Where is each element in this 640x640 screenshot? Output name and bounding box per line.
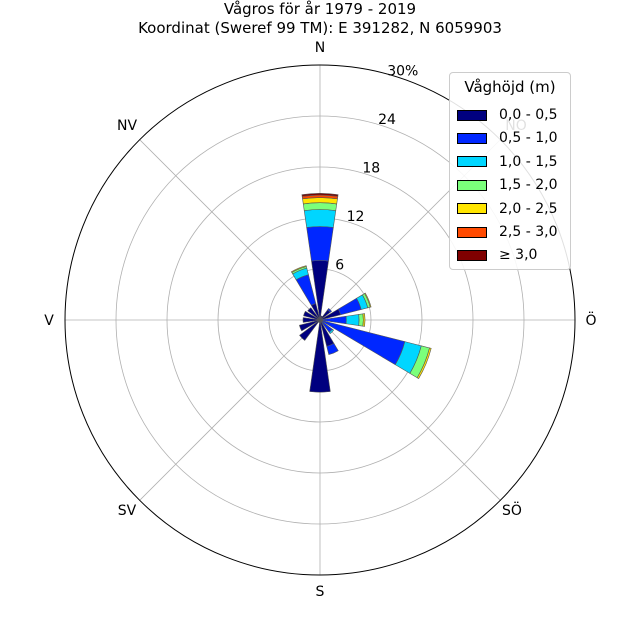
legend-item-5: 2,0 - 2,5 xyxy=(457,200,557,218)
grid-spoke xyxy=(139,319,321,501)
bar-segment-2-dir-5 xyxy=(321,320,406,366)
bar-segment-3-dir-16 xyxy=(303,209,337,228)
bar-segment-5-dir-4 xyxy=(362,313,366,327)
bar-segment-1-dir-11 xyxy=(299,319,321,332)
bar-segment-1-dir-16 xyxy=(311,260,329,321)
grid-spoke xyxy=(319,319,501,501)
bar-segment-2-dir-16 xyxy=(306,226,334,262)
legend-label-7: ≥ 3,0 xyxy=(499,247,538,264)
direction-label-sö: SÖ xyxy=(502,501,522,519)
bar-segment-3-dir-6 xyxy=(328,328,335,335)
bar-segment-7-dir-16 xyxy=(301,193,339,197)
legend-item-2: 0,5 - 1,0 xyxy=(457,129,557,147)
bar-segment-5-dir-3 xyxy=(364,292,372,308)
direction-label-s: S xyxy=(316,584,325,600)
bar-segment-1-dir-13 xyxy=(303,310,321,321)
legend-swatch-4 xyxy=(457,179,487,191)
legend-label-4: 1,5 - 2,0 xyxy=(499,177,558,194)
direction-label-ö: Ö xyxy=(585,311,596,329)
legend: Våghöjd (m) 0,0 - 0,5 0,5 - 1,0 1,0 - 1,5 1… xyxy=(449,72,571,270)
legend-swatch-2 xyxy=(457,132,487,144)
outer-circle xyxy=(64,64,576,576)
radial-tick-label-3: 18 xyxy=(362,160,380,176)
legend-swatch-1 xyxy=(457,109,487,121)
grid-spoke xyxy=(139,139,321,321)
legend-swatch-3 xyxy=(457,156,487,168)
direction-label-v: V xyxy=(44,313,54,329)
legend-title: Våghöjd (m) xyxy=(464,78,556,96)
bar-segment-2-dir-15 xyxy=(295,274,317,306)
bar-segment-5-dir-15 xyxy=(290,265,307,273)
radial-tick-label-5: 30% xyxy=(387,63,418,79)
legend-swatch-6 xyxy=(457,226,487,238)
legend-item-7: ≥ 3,0 xyxy=(457,246,537,264)
bar-segment-5-dir-16 xyxy=(302,197,338,205)
chart-subtitle: Koordinat (Sweref 99 TM): E 391282, N 60… xyxy=(138,19,502,37)
radial-tick-label-1: 6 xyxy=(335,257,344,273)
chart-title: Vågros för år 1979 - 2019 xyxy=(223,0,417,18)
radial-tick-label-2: 12 xyxy=(347,209,365,225)
bar-segment-1-dir-12 xyxy=(302,317,321,323)
legend-label-6: 2,5 - 3,0 xyxy=(499,224,558,240)
direction-label-sv: SV xyxy=(118,503,137,519)
legend-item-1: 0,0 - 0,5 xyxy=(457,106,557,124)
legend-swatch-5 xyxy=(457,203,487,215)
direction-label-n: N xyxy=(315,40,325,56)
legend-item-3: 1,0 - 1,5 xyxy=(457,153,557,171)
bar-segment-2-dir-2 xyxy=(327,308,332,313)
legend-item-4: 1,5 - 2,0 xyxy=(457,176,557,194)
legend-item-6: 2,5 - 3,0 xyxy=(457,223,557,241)
legend-label-1: 0,0 - 0,5 xyxy=(499,107,558,123)
bar-segment-1-dir-8 xyxy=(309,319,331,393)
legend-label-2: 0,5 - 1,0 xyxy=(499,130,558,147)
bar-segment-1-dir-14 xyxy=(307,307,321,321)
legend-label-5: 2,0 - 2,5 xyxy=(499,200,558,217)
bar-segment-2-dir-7 xyxy=(326,342,339,355)
bar-segment-3-dir-4 xyxy=(345,314,360,326)
legend-swatch-7 xyxy=(457,249,487,261)
bar-segment-4-dir-4 xyxy=(358,313,364,327)
radial-tick-label-4: 24 xyxy=(378,112,396,128)
legend-label-3: 1,0 - 1,5 xyxy=(499,153,558,170)
direction-label-nv: NV xyxy=(117,118,137,134)
bar-segment-4-dir-16 xyxy=(302,202,338,211)
bar-segment-1-dir-10 xyxy=(299,319,321,341)
bar-segment-5-dir-5 xyxy=(416,347,432,379)
